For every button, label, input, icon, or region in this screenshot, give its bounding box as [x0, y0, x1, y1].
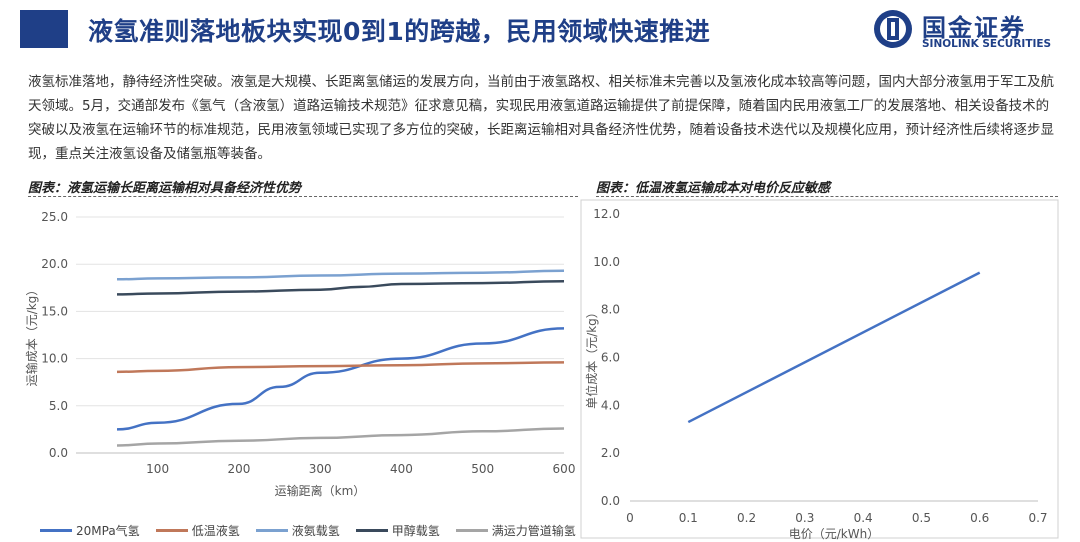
legend-label: 甲醇载氢: [391, 523, 440, 538]
legend-item: 液氨载氢: [255, 522, 340, 539]
right-x-tick-label: 0.5: [912, 511, 931, 525]
right-x-tick-label: 0.7: [1028, 511, 1047, 525]
series-line-2: [116, 361, 565, 374]
legend-label: 液氨载氢: [291, 523, 340, 538]
legend-item: 20MPa气氢: [40, 522, 140, 539]
brand-logo: 国金证券 SINOLINK SECURITIES: [872, 6, 1072, 52]
sinolink-logo-icon: [874, 10, 912, 48]
left-y-tick-label: 0.0: [49, 446, 68, 460]
chart-legend: 20MPa气氢 低温液氢 液氨载氢 甲醇载氢 满运力管道输氢: [40, 520, 592, 540]
legend-item: 低温液氢: [155, 522, 240, 539]
left-x-tick-label: 100: [146, 462, 169, 476]
title-accent-bar: [20, 10, 68, 48]
legend-swatch: [40, 528, 72, 532]
right-y-tick-label: 6.0: [601, 351, 620, 365]
cost-vs-price-line: [687, 271, 981, 424]
left-x-tick-label: 300: [309, 462, 332, 476]
left-x-tick-label: 500: [471, 462, 494, 476]
left-x-tick-label: 600: [553, 462, 576, 476]
left-x-tick-label: 400: [390, 462, 413, 476]
right-x-axis-label: 电价（元/kWh）: [789, 527, 879, 541]
legend-item: 满运力管道输氢: [455, 522, 576, 539]
series-line-5: [116, 427, 565, 447]
right-x-tick-label: 0.2: [737, 511, 756, 525]
legend-label: 低温液氢: [191, 523, 240, 538]
right-chart-caption: 图表：低温液氢运输成本对电价反应敏感: [596, 181, 831, 196]
legend-swatch: [255, 528, 288, 532]
series-line-3: [116, 269, 565, 281]
right-x-tick-label: 0: [626, 511, 634, 525]
right-x-tick-label: 0.3: [795, 511, 814, 525]
right-y-tick-label: 8.0: [601, 303, 620, 317]
left-y-tick-label: 5.0: [49, 399, 68, 413]
left-x-tick-label: 200: [227, 462, 250, 476]
left-y-tick-label: 25.0: [41, 210, 68, 224]
right-x-tick-label: 0.1: [679, 511, 698, 525]
legend-swatch: [155, 528, 188, 532]
left-y-tick-label: 10.0: [41, 352, 68, 366]
right-y-tick-label: 10.0: [593, 255, 620, 269]
legend-label: 满运力管道输氢: [491, 523, 576, 538]
series-line-1: [116, 327, 565, 431]
logo-cn-text: 国金证券: [922, 14, 1026, 42]
left-chart-caption: 图表：液氢运输长距离运输相对具备经济性优势: [28, 181, 302, 196]
legend-item: 甲醇载氢: [355, 522, 440, 539]
page-title: 液氢准则落地板块实现0到1的跨越，民用领域快速推进: [88, 17, 711, 46]
legend-swatch: [455, 528, 488, 532]
left-y-tick-label: 20.0: [41, 257, 68, 271]
right-y-tick-label: 2.0: [601, 446, 620, 460]
right-x-tick-label: 0.4: [854, 511, 873, 525]
right-x-tick-label: 0.6: [970, 511, 989, 525]
legend-label: 20MPa气氢: [76, 523, 140, 538]
left-y-tick-label: 15.0: [41, 304, 68, 318]
legend-swatch: [355, 528, 388, 532]
logo-en-text: SINOLINK SECURITIES: [922, 38, 1052, 50]
left-y-axis-label: 运输成本（元/kg）: [24, 284, 39, 387]
body-paragraph: 液氢标准落地，静待经济性突破。液氢是大规模、长距离氢储运的发展方向，当前由于液氢…: [28, 74, 1054, 162]
left-x-axis-label: 运输距离（km）: [275, 483, 366, 498]
right-caption-rule: [596, 196, 1058, 197]
right-y-tick-label: 4.0: [601, 398, 620, 412]
right-chart-frame: [580, 199, 1059, 539]
right-y-axis-label: 单位成本（元/kg）: [584, 306, 599, 409]
right-y-tick-label: 0.0: [601, 494, 620, 508]
right-y-tick-label: 12.0: [593, 207, 620, 221]
series-line-4: [116, 279, 565, 296]
left-caption-rule: [28, 196, 578, 197]
